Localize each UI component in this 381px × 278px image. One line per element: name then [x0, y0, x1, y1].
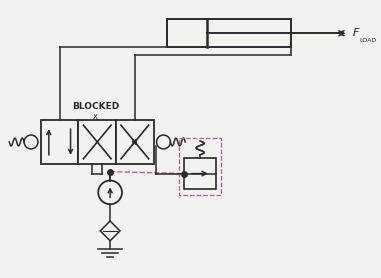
Circle shape [98, 180, 122, 204]
Text: BLOCKED: BLOCKED [72, 102, 119, 111]
Bar [41, 120, 78, 164]
Bar [78, 120, 116, 164]
Text: x: x [93, 112, 98, 121]
Text: $\mathit{F}$: $\mathit{F}$ [352, 26, 361, 38]
Text: LOAD: LOAD [359, 38, 376, 43]
Bar [116, 120, 154, 164]
Bar [184, 158, 216, 189]
Bar [179, 138, 221, 195]
Bar [167, 19, 291, 47]
Polygon shape [100, 221, 120, 241]
